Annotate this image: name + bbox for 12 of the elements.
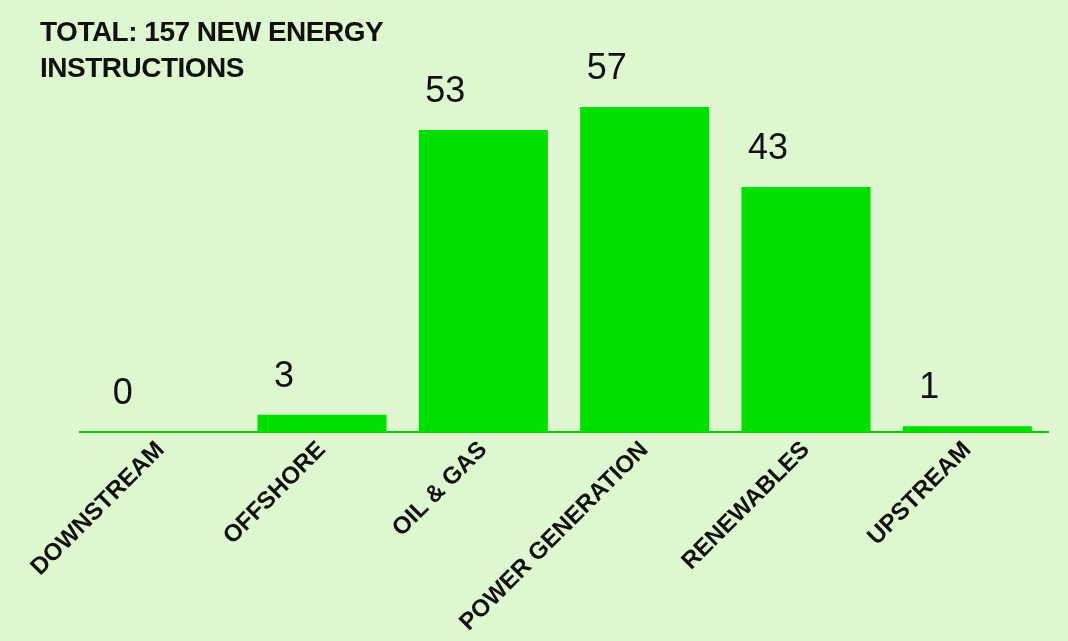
bar xyxy=(902,426,1032,432)
data-label: 43 xyxy=(747,125,789,167)
bar xyxy=(741,186,871,432)
data-label: 57 xyxy=(586,46,627,88)
bar xyxy=(257,414,387,432)
data-label: 1 xyxy=(919,365,940,407)
chart-title: TOTAL: 157 NEW ENERGY INSTRUCTIONS xyxy=(40,15,384,85)
data-label: 53 xyxy=(425,68,466,110)
data-label: 0 xyxy=(112,370,133,412)
bar xyxy=(418,129,548,432)
bar xyxy=(580,107,710,432)
data-label: 3 xyxy=(273,353,295,395)
